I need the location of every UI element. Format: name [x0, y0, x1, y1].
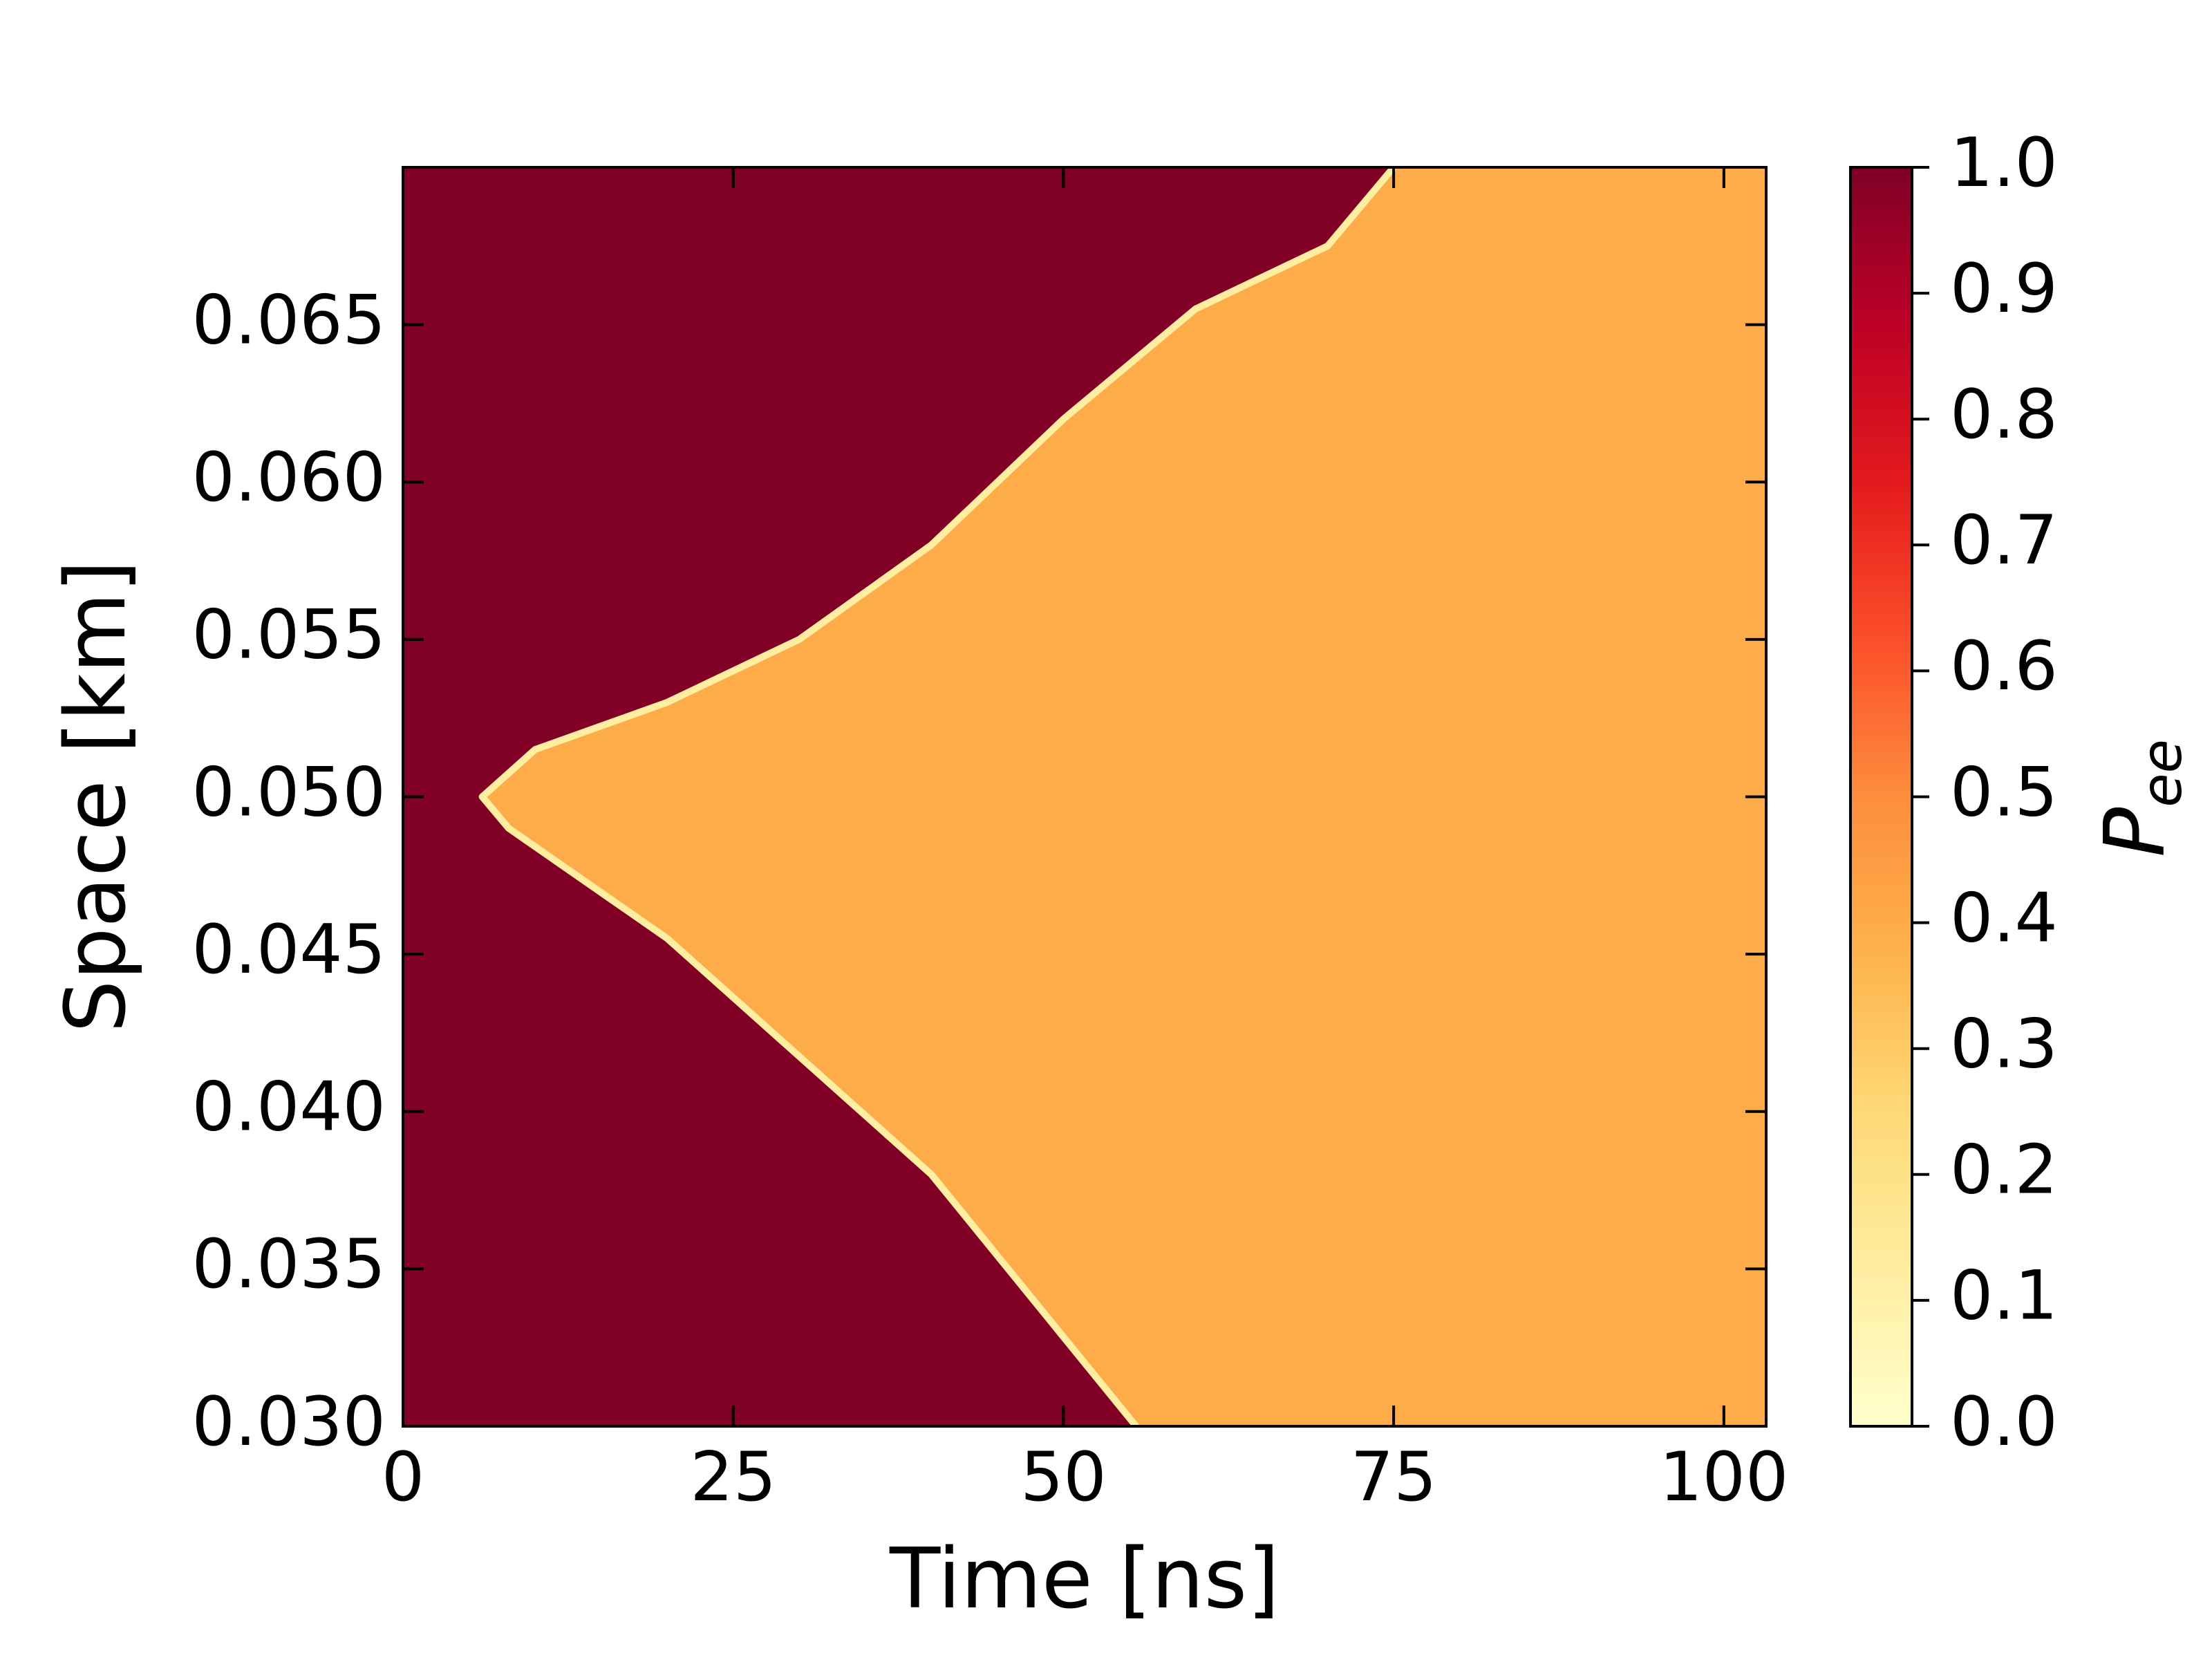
colorbar-tick-label: 0.9 — [1950, 250, 2058, 328]
colorbar-tick-label: 0.3 — [1950, 1005, 2058, 1084]
colorbar-tick-label: 0.2 — [1950, 1131, 2058, 1210]
x-tick-label: 50 — [1020, 1438, 1107, 1517]
y-tick-label: 0.040 — [191, 1068, 386, 1147]
y-tick-label: 0.030 — [191, 1383, 386, 1462]
x-tick-label: 75 — [1351, 1438, 1437, 1517]
y-tick-label: 0.035 — [191, 1225, 386, 1304]
x-tick-label: 100 — [1659, 1438, 1788, 1517]
y-tick-label: 0.055 — [191, 596, 386, 675]
colorbar-tick-label: 0.0 — [1950, 1383, 2058, 1462]
colorbar-tick-label: 0.6 — [1950, 627, 2058, 706]
colorbar-tick-label: 0.4 — [1950, 879, 2058, 958]
colorbar-tick-label: 0.5 — [1950, 753, 2058, 832]
y-tick-label: 0.045 — [191, 911, 386, 989]
x-tick-label: 25 — [690, 1438, 776, 1517]
inside-region — [482, 167, 1766, 1426]
colorbar-label: Pee — [2088, 739, 2194, 857]
colorbar — [1849, 166, 1913, 1428]
colorbar-label-main: P — [2088, 807, 2184, 857]
front-line — [478, 167, 1396, 1426]
heatmap — [403, 167, 1766, 1426]
colorbar-tick-label: 0.7 — [1950, 501, 2058, 580]
y-tick-label: 0.050 — [191, 753, 386, 832]
colorbar-tick-label: 0.8 — [1950, 375, 2058, 454]
y-tick-label: 0.065 — [191, 281, 386, 360]
colorbar-label-sub: ee — [2130, 739, 2194, 807]
colorbar-tick-label: 1.0 — [1950, 124, 2058, 203]
x-tick-label: 0 — [382, 1438, 424, 1517]
y-axis-label: Space [km] — [48, 560, 144, 1033]
x-axis-label: Time [ns] — [889, 1531, 1280, 1627]
colorbar-tick-label: 0.1 — [1950, 1257, 2058, 1336]
y-tick-label: 0.060 — [191, 438, 386, 517]
